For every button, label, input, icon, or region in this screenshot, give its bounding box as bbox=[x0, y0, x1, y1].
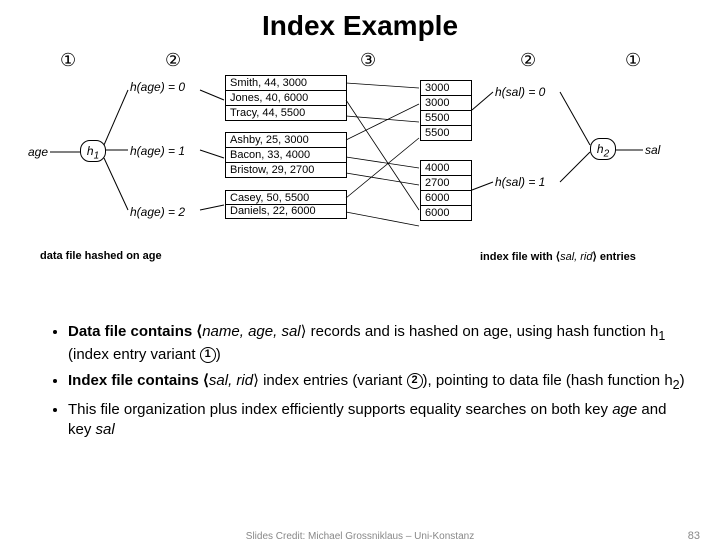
table-row: Bristow, 29, 2700 bbox=[226, 163, 346, 177]
b2-post: ), pointing to data file (hash function … bbox=[423, 372, 673, 389]
b2-pre: Index file contains ⟨ bbox=[68, 372, 209, 389]
b1-end: ) bbox=[216, 346, 221, 363]
table-row: Daniels, 22, 6000 bbox=[226, 205, 346, 218]
b1-circ: 1 bbox=[200, 347, 216, 363]
table-row: 5500 bbox=[421, 126, 471, 140]
table-row: 6000 bbox=[421, 206, 471, 220]
table-row: Casey, 50, 5500 bbox=[226, 191, 346, 205]
table-row: Ashby, 25, 3000 bbox=[226, 133, 346, 148]
h1-text: h bbox=[87, 144, 94, 158]
b1-pre: Data file contains ⟨ bbox=[68, 323, 202, 340]
b3-em2: sal bbox=[96, 421, 115, 438]
connector-lines bbox=[0, 50, 720, 280]
right-bucket-0: 3000 3000 5500 5500 bbox=[420, 80, 472, 141]
right-caption: index file with ⟨sal, rid⟩ entries bbox=[480, 250, 636, 263]
bullet-1: Data file contains ⟨name, age, sal⟩ reco… bbox=[68, 322, 692, 365]
left-caption: data file hashed on age bbox=[40, 250, 162, 262]
b1-post: (index entry variant bbox=[68, 346, 200, 363]
col-marker-3: ③ bbox=[360, 50, 376, 71]
col-marker-1-right: ① bbox=[625, 50, 641, 71]
h1-node: h1 bbox=[80, 140, 106, 162]
b1-mid: ⟩ records and is hashed on age, using ha… bbox=[301, 323, 659, 340]
hage2-label: h(age) = 2 bbox=[130, 205, 185, 219]
page-number: 83 bbox=[688, 530, 700, 542]
table-row: Tracy, 44, 5500 bbox=[226, 106, 346, 120]
b3-em1: age bbox=[612, 401, 637, 418]
b2-sub: 2 bbox=[673, 378, 680, 392]
table-row: 3000 bbox=[421, 96, 471, 111]
right-axis-label: sal bbox=[645, 143, 660, 157]
hage0-label: h(age) = 0 bbox=[130, 80, 185, 94]
table-row: 3000 bbox=[421, 81, 471, 96]
hage1-label: h(age) = 1 bbox=[130, 144, 185, 158]
col-marker-2-left: ② bbox=[165, 50, 181, 71]
col-marker-2-right: ② bbox=[520, 50, 536, 71]
table-row: 4000 bbox=[421, 161, 471, 176]
table-row: 5500 bbox=[421, 111, 471, 126]
table-row: Smith, 44, 3000 bbox=[226, 76, 346, 91]
table-row: Bacon, 33, 4000 bbox=[226, 148, 346, 163]
right-caption-mid: sal, rid bbox=[560, 251, 592, 263]
b2-mid: ⟩ index entries (variant bbox=[253, 372, 406, 389]
left-axis-label: age bbox=[28, 145, 48, 159]
right-bucket-1: 4000 2700 6000 6000 bbox=[420, 160, 472, 221]
b2-circ: 2 bbox=[407, 373, 423, 389]
table-row: 6000 bbox=[421, 191, 471, 206]
left-bucket-2: Casey, 50, 5500 Daniels, 22, 6000 bbox=[225, 190, 347, 219]
b2-em: sal, rid bbox=[209, 372, 253, 389]
hsal1-label: h(sal) = 1 bbox=[495, 175, 545, 189]
table-row: 2700 bbox=[421, 176, 471, 191]
diagram-area: ① ② ③ ② ① age h1 h(age) = 0 h(age) = 1 h… bbox=[0, 50, 720, 310]
left-bucket-1: Ashby, 25, 3000 Bacon, 33, 4000 Bristow,… bbox=[225, 132, 347, 178]
b2-end: ) bbox=[680, 372, 685, 389]
footer-credit: Slides Credit: Michael Grossniklaus – Un… bbox=[0, 531, 720, 542]
right-caption-pre: index file with ⟨ bbox=[480, 251, 560, 263]
h2-text: h bbox=[597, 142, 604, 156]
hsal0-label: h(sal) = 0 bbox=[495, 85, 545, 99]
h2-node: h2 bbox=[590, 138, 616, 160]
b3-pre: This file organization plus index effici… bbox=[68, 401, 612, 418]
h1-sub: 1 bbox=[94, 150, 100, 161]
bullet-2: Index file contains ⟨sal, rid⟩ index ent… bbox=[68, 371, 692, 394]
col-marker-1-left: ① bbox=[60, 50, 76, 71]
table-row: Jones, 40, 6000 bbox=[226, 91, 346, 106]
slide-title: Index Example bbox=[0, 10, 720, 42]
bullet-list: Data file contains ⟨name, age, sal⟩ reco… bbox=[28, 322, 692, 441]
bullet-3: This file organization plus index effici… bbox=[68, 400, 692, 441]
h2-sub: 2 bbox=[604, 148, 610, 159]
right-caption-post: ⟩ entries bbox=[592, 251, 635, 263]
left-bucket-0: Smith, 44, 3000 Jones, 40, 6000 Tracy, 4… bbox=[225, 75, 347, 121]
b1-sub: 1 bbox=[658, 329, 665, 343]
b1-em: name, age, sal bbox=[202, 323, 300, 340]
